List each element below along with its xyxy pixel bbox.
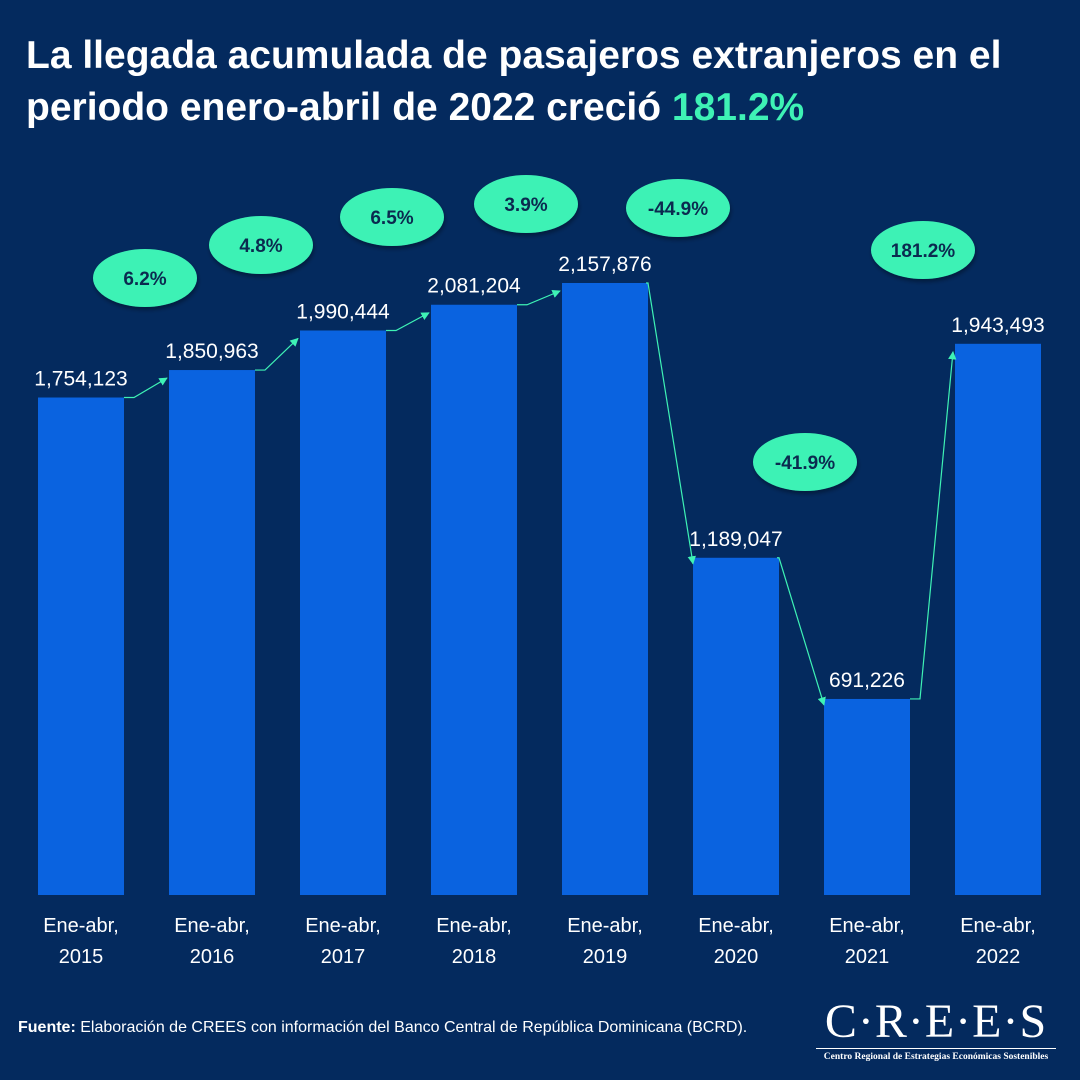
growth-arrow: [777, 557, 826, 706]
growth-label: 4.8%: [239, 236, 282, 257]
logo-name: C·R·E·E·S: [824, 995, 1048, 1048]
growth-arrow: [255, 337, 299, 371]
growth-label: 6.5%: [370, 208, 413, 229]
growth-bubble: [209, 216, 313, 274]
bar: [562, 283, 648, 895]
growth-bubble: [753, 433, 857, 491]
crees-logo: C·R·E·E·S Centro Regional de Estrategias…: [806, 990, 1066, 1070]
x-tick-label: 2020: [714, 946, 759, 968]
x-tick-label: Ene-abr,: [960, 915, 1036, 937]
x-tick-label: Ene-abr,: [43, 915, 119, 937]
bar: [38, 397, 124, 895]
value-label: 2,081,204: [427, 275, 521, 298]
value-label: 691,226: [829, 669, 905, 692]
x-tick-label: 2019: [583, 946, 628, 968]
bar: [693, 557, 779, 895]
bar: [169, 370, 255, 895]
value-label: 1,850,963: [165, 340, 258, 363]
growth-label: -44.9%: [648, 199, 708, 220]
x-tick-label: 2018: [452, 946, 497, 968]
growth-bubble: [474, 175, 578, 233]
source-label: Fuente:: [18, 1019, 76, 1036]
growth-label: 181.2%: [891, 241, 956, 262]
value-label: 1,189,047: [689, 528, 782, 551]
growth-arrow: [386, 312, 430, 332]
value-label: 1,943,493: [951, 314, 1044, 337]
bar-chart: 6.2% 4.8% 6.5% 3.9% -44.9% -41.9% 181.2% 1,754…: [34, 175, 1045, 968]
x-tick-label: 2017: [321, 946, 366, 968]
growth-bubble: [340, 188, 444, 246]
x-tick-label: Ene-abr,: [305, 915, 381, 937]
x-tick-label: Ene-abr,: [174, 915, 250, 937]
growth-arrow: [517, 290, 561, 306]
growth-bubble: [93, 249, 197, 307]
value-label: 1,990,444: [296, 300, 390, 323]
x-tick-label: Ene-abr,: [698, 915, 774, 937]
title-text: La llegada acumulada de pasajeros extran…: [26, 34, 1002, 129]
growth-arrow: [646, 282, 696, 565]
growth-label: -41.9%: [775, 453, 835, 474]
growth-bubble: [626, 179, 730, 237]
bar: [955, 343, 1041, 895]
growth-label: 3.9%: [504, 195, 547, 216]
growth-arrow: [124, 377, 168, 399]
growth-arrow: [910, 350, 957, 700]
source-text: Elaboración de CREES con información del…: [75, 1019, 748, 1036]
x-tick-label: 2021: [845, 946, 890, 968]
value-label: 1,754,123: [34, 368, 127, 391]
x-tick-label: Ene-abr,: [829, 915, 905, 937]
bar: [824, 698, 910, 895]
bar: [431, 304, 517, 895]
title-highlight: 181.2%: [671, 86, 805, 129]
x-tick-label: 2015: [59, 946, 104, 968]
value-label: 2,157,876: [558, 253, 651, 276]
growth-bubble: [871, 221, 975, 279]
bar: [300, 330, 386, 896]
logo-subtitle: Centro Regional de Estrategias Económica…: [823, 1052, 1049, 1062]
x-tick-label: 2016: [190, 946, 235, 968]
x-tick-label: Ene-abr,: [436, 915, 512, 937]
logo-divider: [816, 1048, 1056, 1049]
source-note: Fuente: Elaboración de CREES con informa…: [18, 1016, 798, 1040]
x-tick-label: Ene-abr,: [567, 915, 643, 937]
growth-label: 6.2%: [123, 269, 166, 290]
x-tick-label: 2022: [976, 946, 1021, 968]
chart-title: La llegada acumulada de pasajeros extran…: [26, 30, 1066, 134]
